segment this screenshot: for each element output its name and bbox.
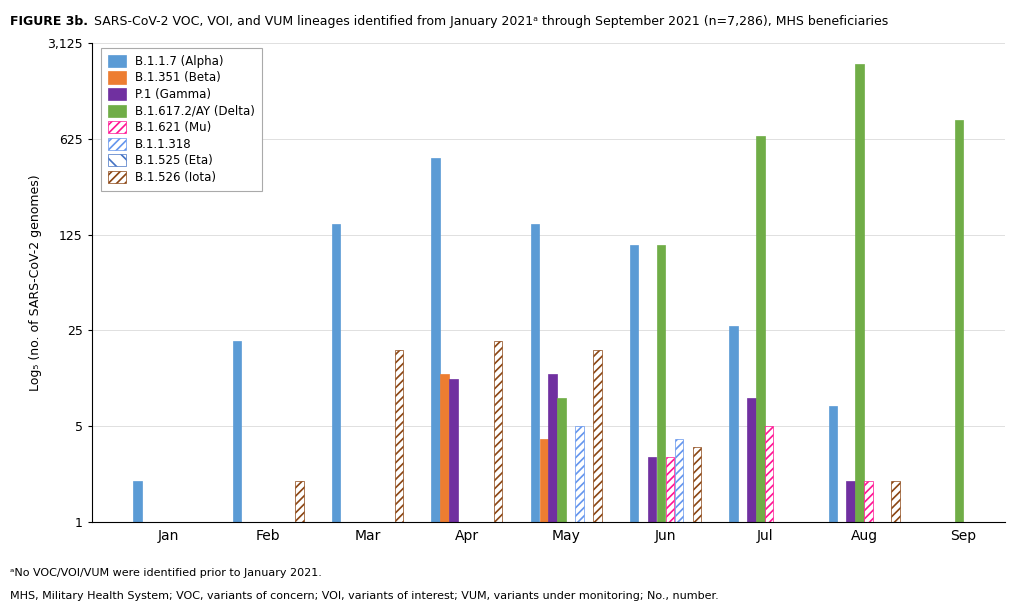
Y-axis label: Log₅ (no. of SARS-CoV-2 genomes): Log₅ (no. of SARS-CoV-2 genomes) bbox=[29, 174, 42, 391]
Legend: B.1.1.7 (Alpha), B.1.351 (Beta), P.1 (Gamma), B.1.617.2/AY (Delta), B.1.621 (Mu): B.1.1.7 (Alpha), B.1.351 (Beta), P.1 (Ga… bbox=[101, 48, 262, 191]
Text: MHS, Military Health System; VOC, variants of concern; VOI, variants of interest: MHS, Military Health System; VOC, varian… bbox=[10, 591, 718, 600]
Bar bbox=[630, 245, 638, 522]
Bar bbox=[493, 341, 501, 522]
Text: ᵃNo VOC/VOI/VUM were identified prior to January 2021.: ᵃNo VOC/VOI/VUM were identified prior to… bbox=[10, 568, 322, 578]
Bar bbox=[440, 374, 448, 522]
Bar bbox=[846, 481, 854, 522]
Bar bbox=[647, 457, 655, 522]
Bar bbox=[954, 120, 962, 522]
Bar bbox=[692, 448, 700, 522]
Bar bbox=[855, 64, 863, 522]
Bar bbox=[539, 440, 547, 522]
Bar bbox=[133, 481, 142, 522]
Bar bbox=[394, 350, 403, 522]
Bar bbox=[656, 245, 664, 522]
Bar bbox=[530, 223, 538, 522]
Bar bbox=[232, 341, 240, 522]
Bar bbox=[448, 379, 458, 522]
Bar bbox=[557, 398, 566, 522]
Bar bbox=[294, 481, 304, 522]
Bar bbox=[575, 426, 583, 522]
Bar bbox=[729, 326, 737, 522]
Bar bbox=[431, 158, 439, 522]
Bar bbox=[593, 350, 601, 522]
Text: FIGURE 3b.: FIGURE 3b. bbox=[10, 15, 88, 28]
Bar bbox=[827, 406, 837, 522]
Bar bbox=[764, 426, 772, 522]
Bar bbox=[665, 457, 674, 522]
Bar bbox=[331, 223, 340, 522]
Bar bbox=[755, 136, 764, 522]
Bar bbox=[863, 481, 872, 522]
Bar bbox=[548, 374, 556, 522]
Bar bbox=[747, 398, 755, 522]
Bar bbox=[674, 440, 683, 522]
Text: SARS-CoV-2 VOC, VOI, and VUM lineages identified from January 2021ᵃ through Sept: SARS-CoV-2 VOC, VOI, and VUM lineages id… bbox=[90, 15, 888, 28]
Bar bbox=[891, 481, 899, 522]
